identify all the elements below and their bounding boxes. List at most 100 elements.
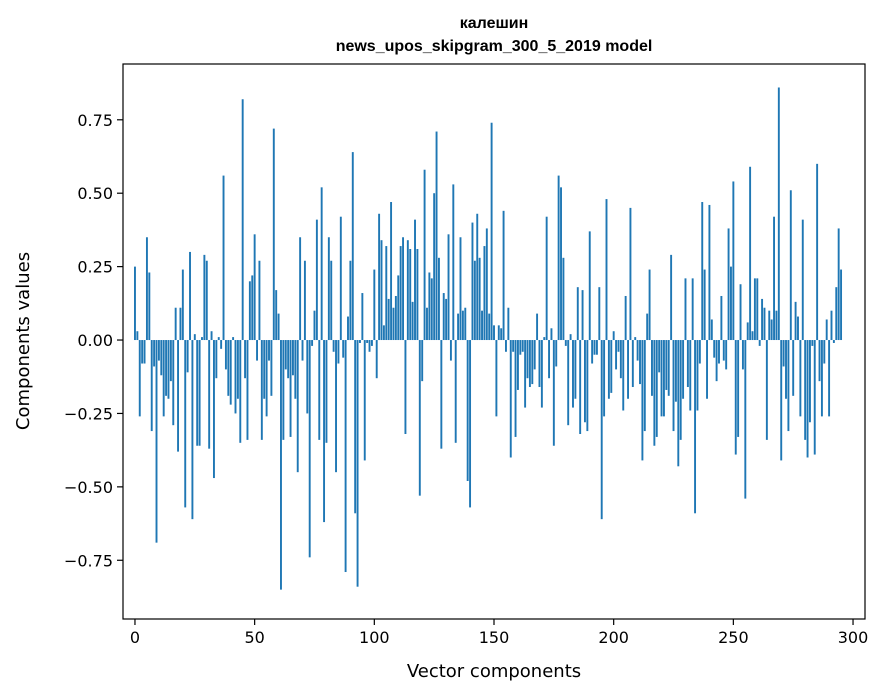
bar-175: [552, 340, 555, 446]
bar-159: [514, 340, 517, 437]
x-tick-label: 100: [359, 628, 390, 647]
bar-286: [818, 340, 821, 382]
bar-263: [763, 307, 766, 341]
bar-80: [325, 340, 328, 443]
bar-35: [217, 337, 220, 341]
bar-177: [557, 175, 560, 341]
bar-24: [191, 340, 194, 520]
bar-210: [636, 340, 639, 361]
bar-292: [832, 340, 835, 343]
bar-250: [732, 181, 735, 341]
bar-138: [464, 307, 467, 341]
bar-154: [502, 210, 505, 341]
bar-30: [205, 260, 208, 341]
bar-73: [308, 340, 311, 558]
bar-123: [428, 272, 431, 341]
bar-160: [516, 340, 519, 390]
bar-183: [572, 340, 574, 408]
bar-108: [392, 307, 395, 341]
bars-group: [134, 87, 843, 590]
bar-1: [136, 331, 139, 341]
bar-111: [399, 246, 402, 341]
bar-136: [459, 237, 462, 341]
bar-182: [569, 334, 572, 341]
bar-67: [294, 340, 297, 399]
bar-156: [507, 307, 510, 341]
bar-134: [454, 340, 457, 443]
bar-27: [198, 340, 201, 446]
bar-213: [643, 340, 646, 432]
bar-222: [665, 340, 668, 390]
bar-262: [761, 298, 764, 341]
bar-276: [794, 301, 797, 341]
bar-174: [550, 328, 553, 341]
bar-226: [674, 340, 677, 402]
bar-202: [617, 340, 620, 352]
bar-61: [280, 340, 282, 590]
bar-0: [134, 266, 136, 341]
bar-42: [234, 340, 237, 414]
y-tick-label: −0.25: [64, 404, 113, 423]
bar-64: [287, 340, 290, 379]
bar-60: [277, 313, 280, 341]
bar-36: [220, 340, 223, 349]
bar-84: [335, 340, 337, 473]
bar-163: [524, 340, 527, 408]
bar-260: [756, 278, 759, 341]
bar-55: [265, 340, 268, 417]
x-tick-label: 250: [718, 628, 749, 647]
bar-217: [653, 340, 656, 446]
bar-216: [651, 340, 653, 396]
bar-21: [184, 340, 187, 508]
bar-119: [418, 340, 421, 496]
bar-267: [773, 216, 776, 341]
bar-124: [430, 278, 433, 341]
bar-188: [583, 340, 586, 423]
bar-66: [291, 340, 294, 376]
bar-114: [406, 240, 409, 341]
bar-164: [526, 340, 529, 379]
bar-127: [437, 257, 440, 341]
bar-62: [282, 340, 285, 440]
bar-106: [387, 298, 390, 341]
bar-29: [203, 254, 206, 341]
bar-240: [708, 204, 711, 341]
bar-92: [354, 340, 357, 514]
bar-191: [591, 340, 594, 364]
x-axis-label: Vector components: [407, 661, 581, 682]
bar-129: [442, 293, 445, 341]
bar-5: [145, 237, 148, 341]
bar-251: [734, 340, 737, 455]
bar-181: [567, 340, 570, 426]
bar-143: [476, 213, 479, 341]
x-tick-label: 50: [244, 628, 264, 647]
x-tick-label: 200: [598, 628, 629, 647]
bar-258: [751, 331, 754, 341]
bar-283: [811, 340, 814, 346]
bar-54: [263, 340, 266, 399]
bar-195: [600, 340, 603, 520]
bar-147: [485, 228, 488, 341]
bar-25: [193, 334, 196, 341]
bar-221: [662, 340, 665, 417]
bar-131: [447, 234, 450, 341]
bar-98: [368, 340, 371, 352]
bar-272: [785, 340, 787, 399]
bar-144: [478, 257, 481, 341]
bar-239: [706, 340, 708, 399]
bar-139: [466, 340, 469, 481]
bar-271: [782, 340, 785, 367]
bar-205: [624, 295, 627, 341]
bar-229: [682, 340, 685, 399]
bar-167: [533, 340, 536, 370]
bar-237: [701, 202, 704, 341]
bar-273: [787, 340, 790, 432]
bar-38: [224, 340, 227, 370]
bar-207: [629, 207, 632, 341]
bar-130: [445, 298, 448, 341]
bar-208: [631, 340, 634, 388]
bar-142: [473, 260, 476, 341]
bar-252: [737, 340, 740, 437]
bar-246: [722, 340, 725, 361]
